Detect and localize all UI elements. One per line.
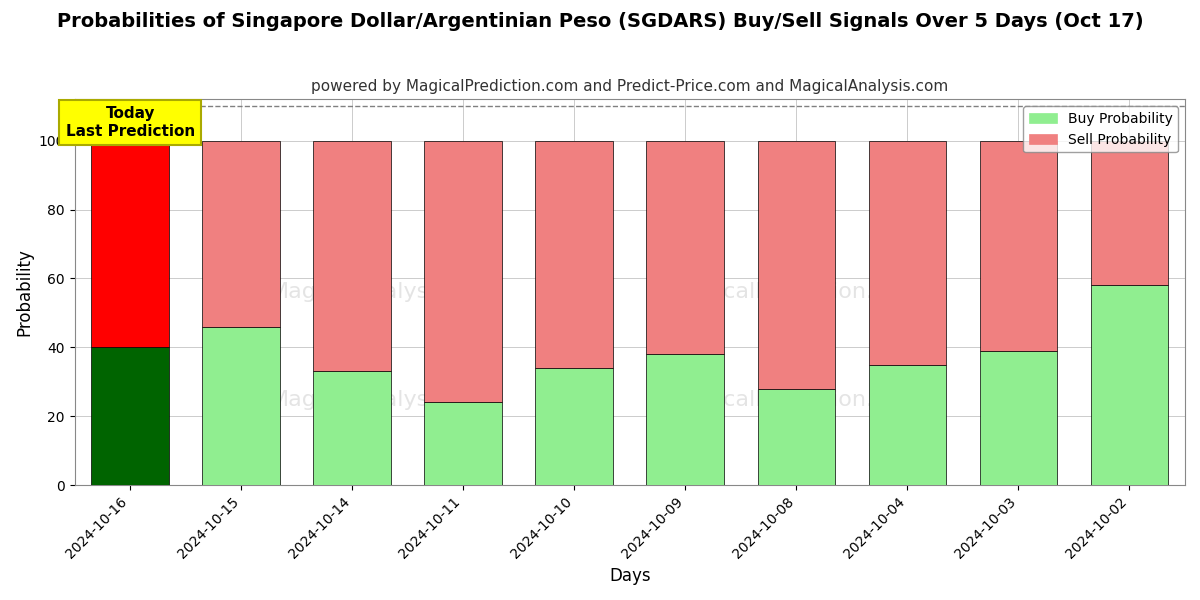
Text: MagicalPrediction.com: MagicalPrediction.com (671, 390, 922, 410)
Bar (535, 368, 613, 485)
Text: MagicalAnalysis.com: MagicalAnalysis.com (270, 282, 502, 302)
Bar (203, 326, 280, 485)
Text: MagicalAnalysis.com: MagicalAnalysis.com (270, 390, 502, 410)
Bar (757, 389, 835, 485)
Bar (979, 351, 1057, 485)
Bar (203, 140, 280, 326)
Bar (979, 140, 1057, 351)
Bar (869, 365, 947, 485)
Text: MagicalPrediction.com: MagicalPrediction.com (671, 282, 922, 302)
Bar (1091, 140, 1169, 286)
Text: Today
Last Prediction: Today Last Prediction (66, 106, 194, 139)
Text: Probabilities of Singapore Dollar/Argentinian Peso (SGDARS) Buy/Sell Signals Ove: Probabilities of Singapore Dollar/Argent… (56, 12, 1144, 31)
Bar (647, 140, 725, 354)
Bar (425, 140, 502, 403)
Bar (1091, 286, 1169, 485)
Bar (647, 354, 725, 485)
Bar (313, 371, 391, 485)
Bar (91, 140, 169, 347)
Bar (91, 347, 169, 485)
Legend: Buy Probability, Sell Probability: Buy Probability, Sell Probability (1024, 106, 1178, 152)
Bar (535, 140, 613, 368)
Bar (869, 140, 947, 365)
Bar (425, 403, 502, 485)
Y-axis label: Probability: Probability (16, 248, 34, 336)
X-axis label: Days: Days (610, 567, 650, 585)
Title: powered by MagicalPrediction.com and Predict-Price.com and MagicalAnalysis.com: powered by MagicalPrediction.com and Pre… (311, 79, 948, 94)
Bar (313, 140, 391, 371)
Bar (757, 140, 835, 389)
